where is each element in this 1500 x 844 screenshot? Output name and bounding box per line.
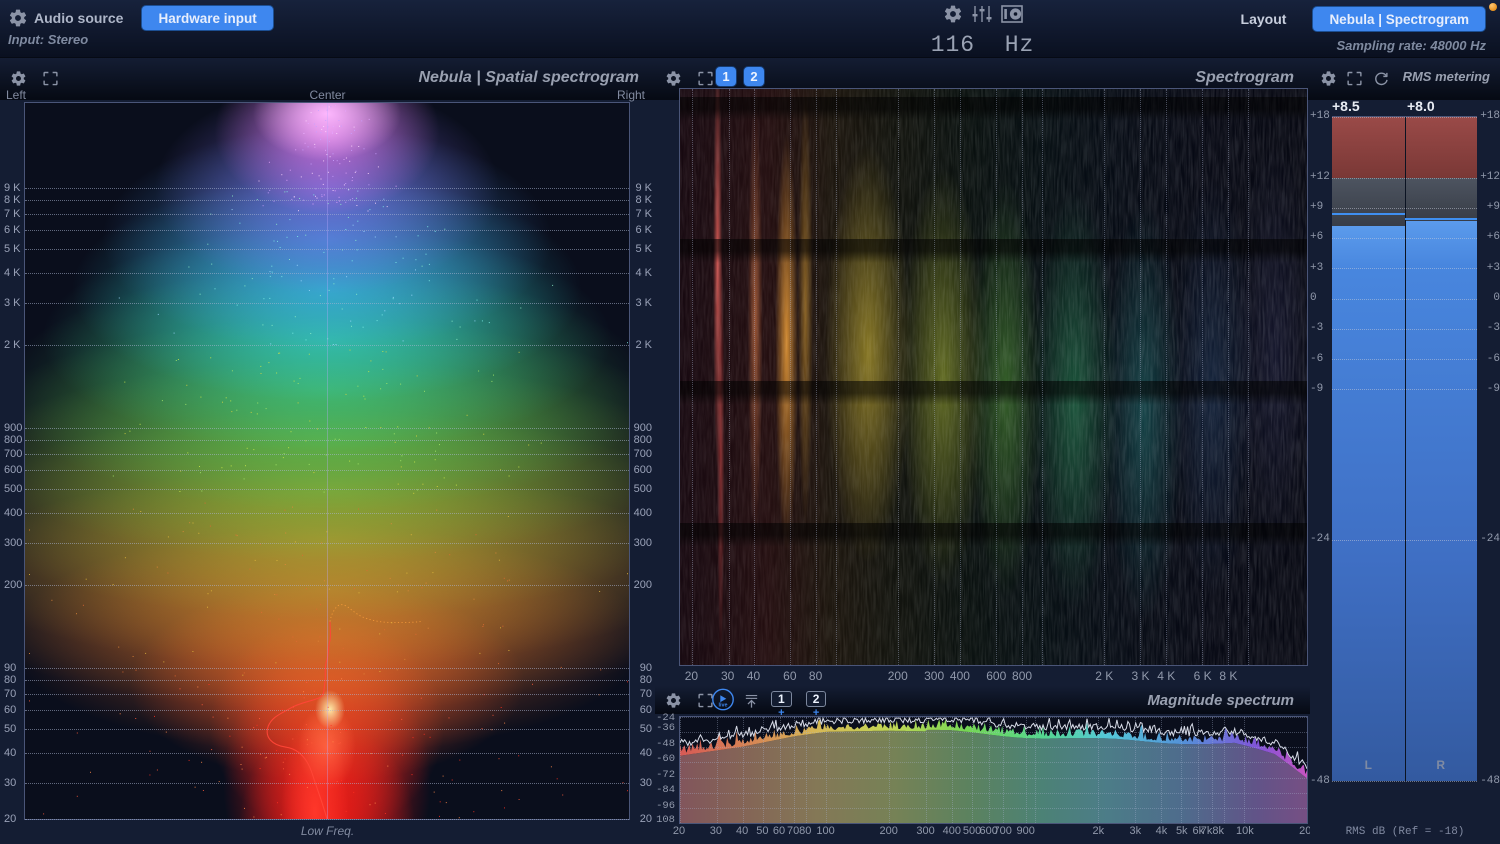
svg-text:live: live <box>719 702 728 708</box>
